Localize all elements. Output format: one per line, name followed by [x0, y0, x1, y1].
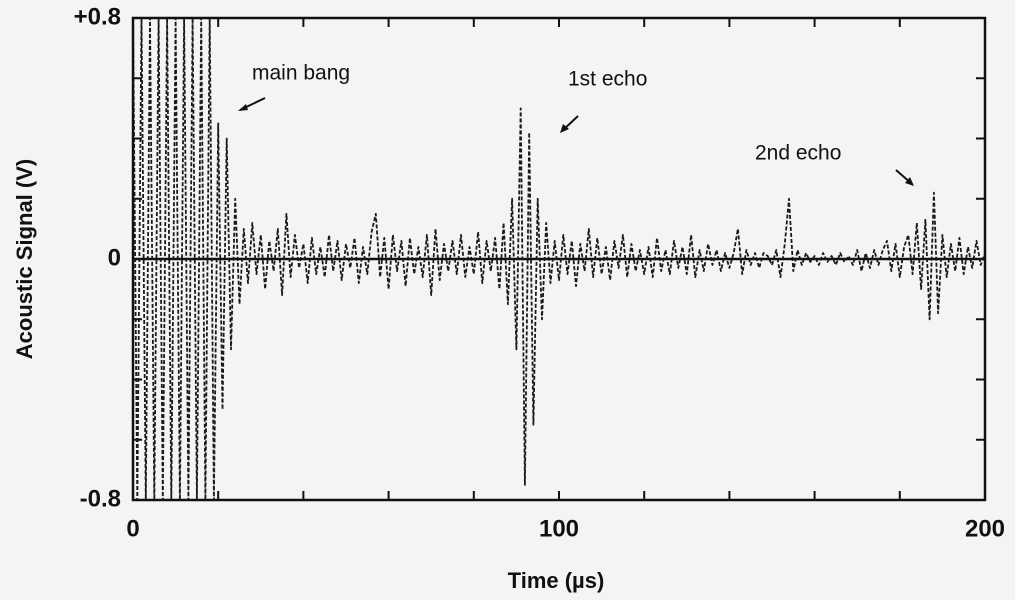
x-axis-label: Time (µs)	[508, 568, 605, 593]
x-tick-label: 200	[965, 515, 1005, 542]
x-tick-label: 100	[539, 515, 579, 542]
annotation: 1st echo	[568, 68, 647, 91]
annotation: main bang	[252, 62, 350, 85]
y-axis-label: Acoustic Signal (V)	[12, 159, 37, 359]
annotation-arrowhead	[560, 124, 569, 133]
plot-frame	[131, 16, 987, 502]
y-tick-label: 0	[108, 244, 121, 271]
x-tick-label: 0	[126, 515, 139, 542]
annotation: 2nd echo	[755, 142, 841, 165]
signal-line	[132, 17, 986, 501]
annotation-arrowhead	[238, 104, 248, 111]
y-tick-label: +0.8	[74, 3, 121, 30]
annotation-arrowhead	[905, 177, 914, 186]
y-tick-label: -0.8	[80, 485, 121, 512]
